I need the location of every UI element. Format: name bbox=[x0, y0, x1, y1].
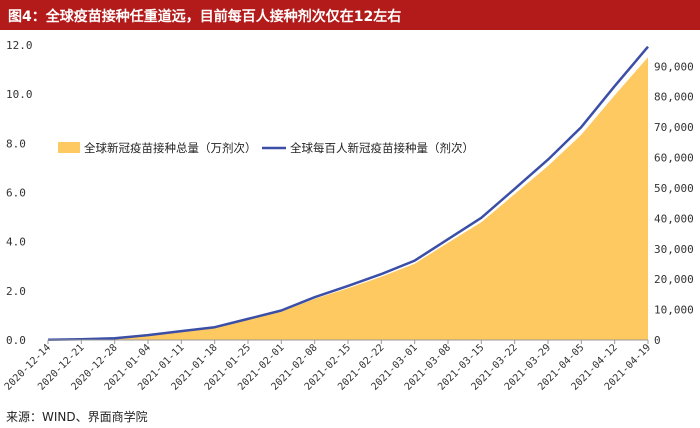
y-right-tick-label: 20,000 bbox=[654, 273, 694, 286]
y-right-tick-label: 90,000 bbox=[654, 60, 694, 73]
y-left-tick-label: 10.0 bbox=[6, 88, 33, 101]
chart-title: 图4：全球疫苗接种任重道远，目前每百人接种剂次仅在12左右 bbox=[8, 9, 402, 25]
y-left-tick-label: 8.0 bbox=[6, 137, 26, 150]
y-right-tick-label: 0 bbox=[654, 334, 661, 347]
y-right-tick-label: 60,000 bbox=[654, 152, 694, 165]
legend-label-total-doses: 全球新冠疫苗接种总量（万剂次） bbox=[84, 141, 257, 155]
y-left-tick-label: 12.0 bbox=[6, 39, 33, 52]
y-left-tick-label: 6.0 bbox=[6, 187, 26, 200]
y-right-tick-label: 10,000 bbox=[654, 304, 694, 317]
title-bar: 图4：全球疫苗接种任重道远，目前每百人接种剂次仅在12左右 bbox=[0, 0, 700, 30]
y-left-tick-label: 4.0 bbox=[6, 236, 26, 249]
y-left-tick-label: 0.0 bbox=[6, 334, 26, 347]
y-right-tick-label: 70,000 bbox=[654, 121, 694, 134]
line-series-per-hundred bbox=[47, 45, 649, 342]
legend-swatch-total-doses bbox=[58, 142, 80, 153]
y-left-tick-label: 2.0 bbox=[6, 285, 26, 298]
area-series-total-doses bbox=[48, 57, 648, 340]
legend-label-per-hundred: 全球每百人新冠疫苗接种量（剂次） bbox=[290, 141, 474, 155]
y-right-tick-label: 80,000 bbox=[654, 91, 694, 104]
y-right-tick-label: 40,000 bbox=[654, 212, 694, 225]
y-right-tick-label: 30,000 bbox=[654, 243, 694, 256]
y-right-tick-label: 50,000 bbox=[654, 182, 694, 195]
source-note: 来源：WIND、界面商学院 bbox=[6, 410, 148, 424]
